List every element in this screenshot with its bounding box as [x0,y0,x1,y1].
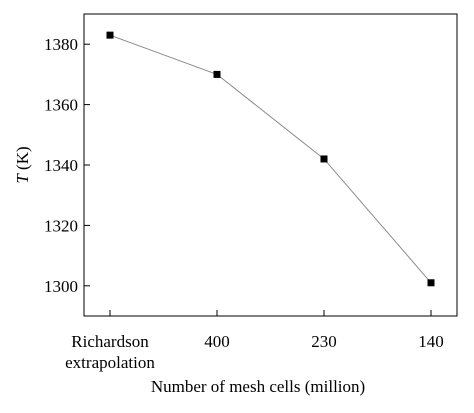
y-tick-label: 1300 [44,277,78,296]
x-tick-label: Richardson extrapolation [65,332,155,372]
plot-frame [83,13,458,317]
data-point [213,70,221,78]
x-tick-label: 230 [311,332,337,351]
x-tick-label-line: 230 [311,332,337,351]
y-tick-label: 1320 [44,216,78,235]
x-tick-label-line: 140 [418,332,444,351]
series-line [109,34,432,284]
x-tick-label-line: Richardson [71,332,149,351]
y-axis-title-variable: T [13,173,32,184]
x-tick-label-line: extrapolation [65,353,155,372]
y-tick-label: 1380 [44,35,78,54]
y-tick-label: 1360 [44,96,78,115]
y-tick-label: 1340 [44,156,78,175]
data-point [320,155,328,163]
series-layer [106,31,435,287]
y-axis-ticks: 1300 1320 1340 1360 1380 [44,35,90,296]
data-point [106,31,114,39]
x-axis-title: Number of mesh cells (million) [151,377,365,396]
y-axis-title-unit: (K) [13,146,32,174]
data-point [427,279,435,287]
x-axis-ticks: Richardson extrapolation 400 230 140 [65,310,444,372]
x-tick-label: 400 [204,332,230,351]
y-axis-title: T (K) [13,146,32,183]
x-tick-label: 140 [418,332,444,351]
x-tick-label-line: 400 [204,332,230,351]
